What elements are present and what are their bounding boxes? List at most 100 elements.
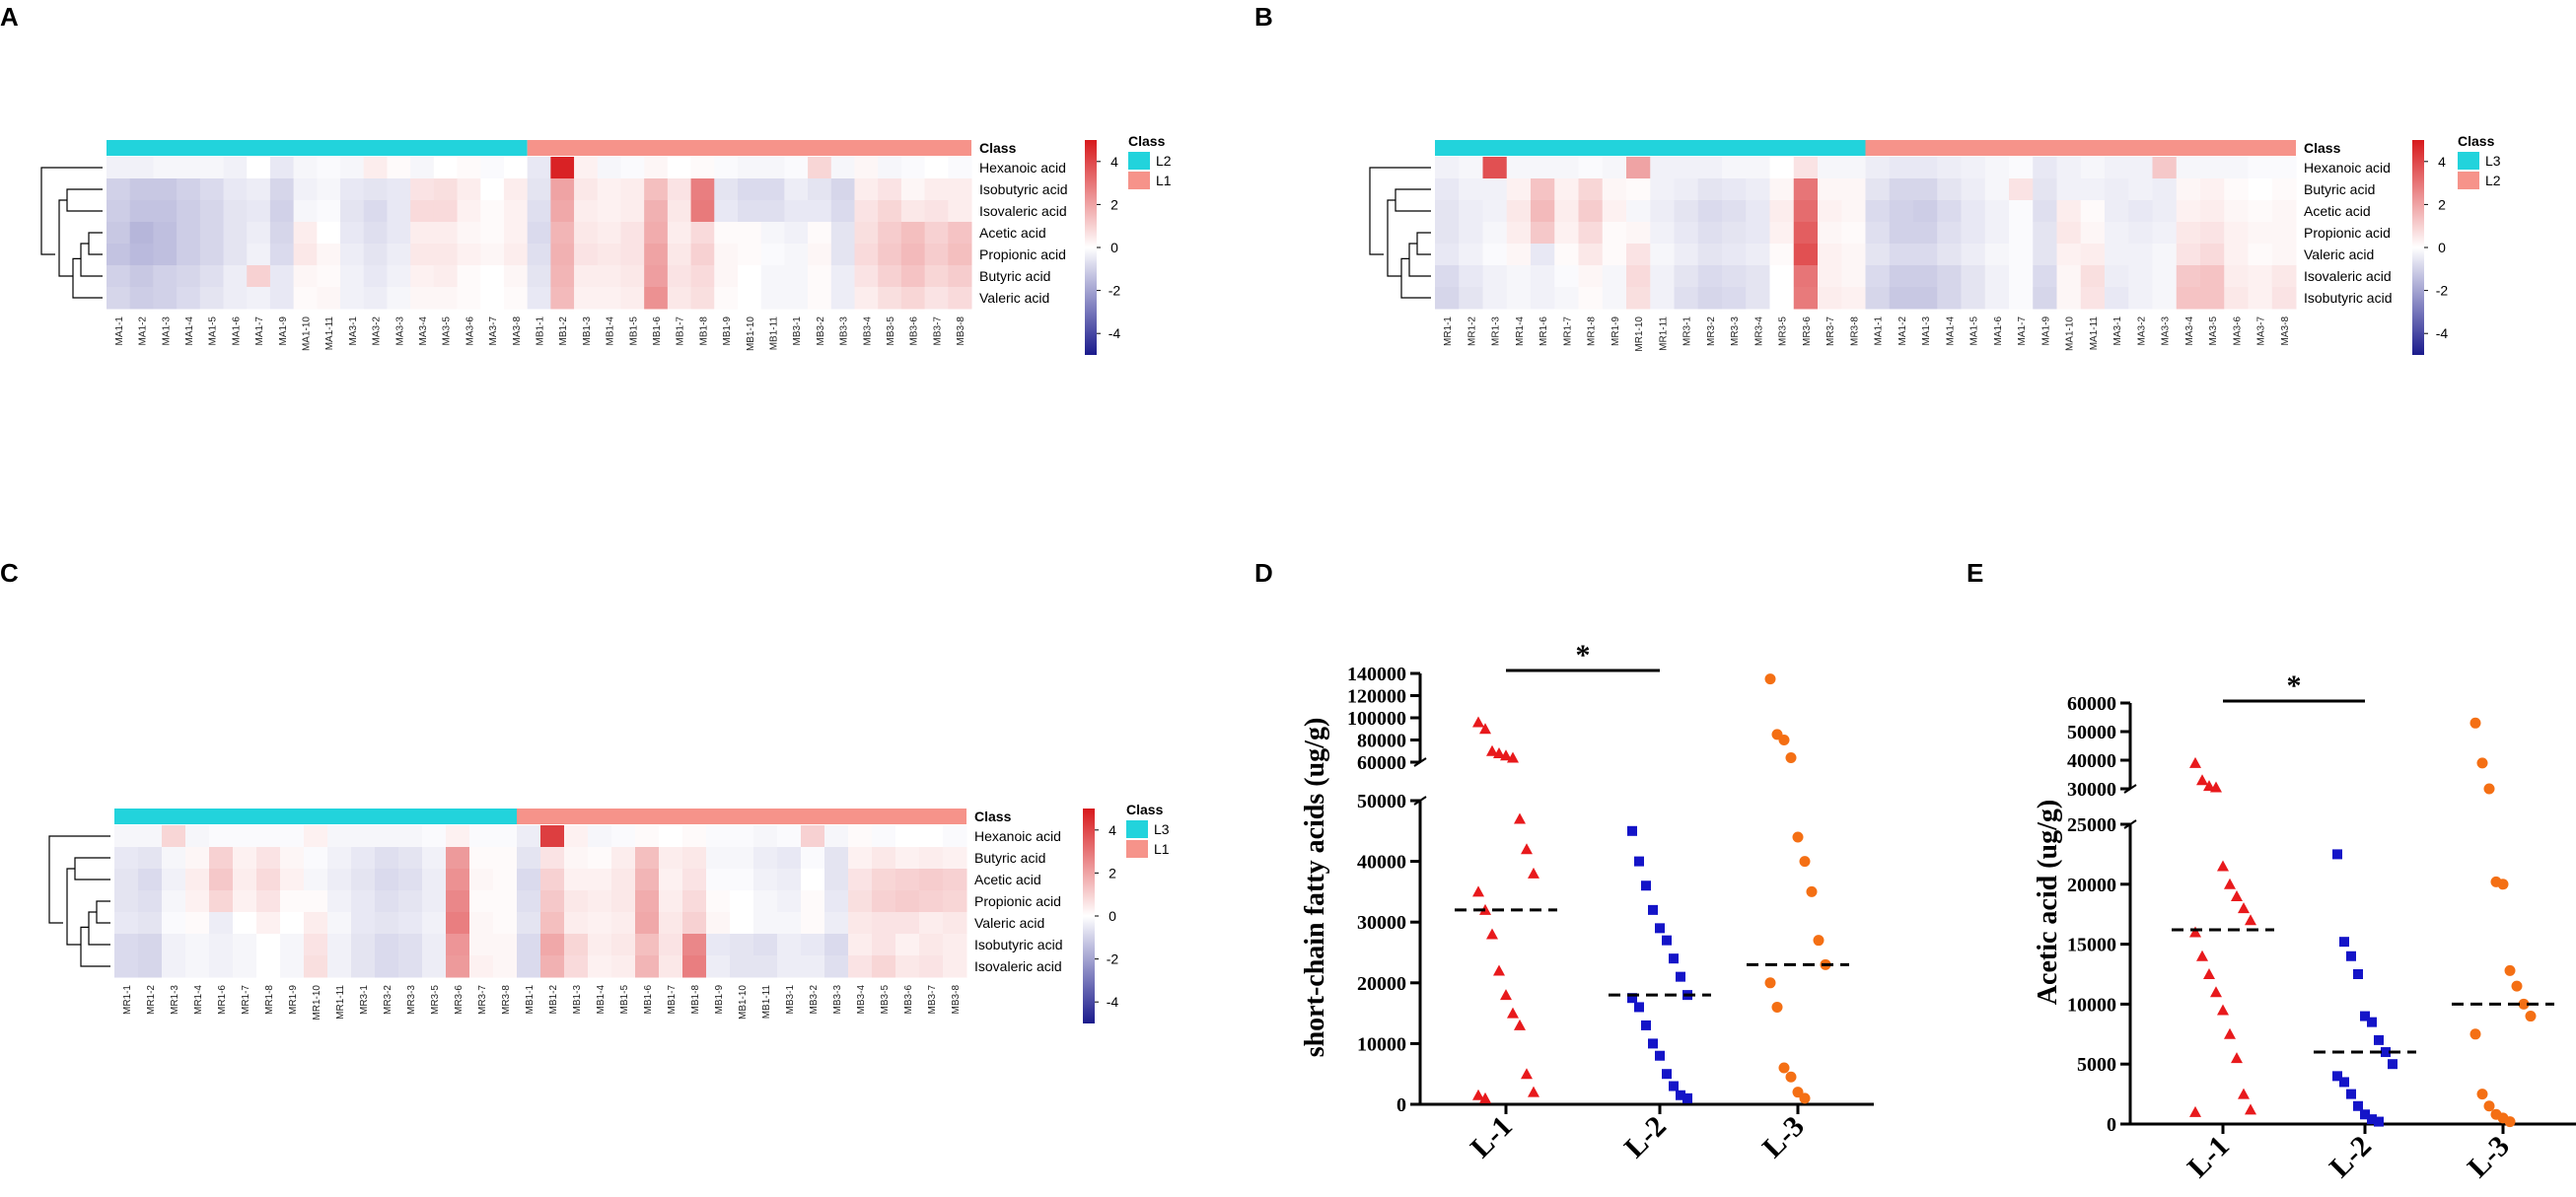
heatmap-cell [753, 890, 778, 913]
heatmap-cell [340, 200, 365, 223]
heatmap-cell [351, 890, 376, 913]
heatmap-cell [153, 157, 178, 179]
heatmap-cell [824, 934, 849, 956]
y-tick-label: 5000 [2077, 1054, 2116, 1076]
data-point-l-3 [2511, 980, 2523, 992]
heatmap-cell [948, 200, 972, 223]
heatmap-cell [872, 912, 896, 935]
colorbar-tick-label: -2 [1107, 951, 1119, 967]
data-point-l-1 [2189, 756, 2201, 768]
data-point-l-3 [1799, 856, 1811, 868]
y-tick-label: 10000 [1357, 1033, 1406, 1055]
data-point-l-1 [2231, 1052, 2243, 1064]
colorbar [1083, 809, 1095, 1023]
heatmap-cell [199, 222, 225, 245]
heatmap-cell [2248, 287, 2273, 310]
heatmap-cell [527, 157, 551, 179]
heatmap-cell [280, 934, 305, 956]
heatmap-cell [433, 222, 459, 245]
heatmap-cell [854, 200, 879, 223]
heatmap-cell [2056, 222, 2082, 245]
heatmap-cell [667, 244, 692, 266]
heatmap-cell [527, 244, 551, 266]
heatmap-cell [1722, 200, 1747, 223]
heatmap-cell [1554, 244, 1579, 266]
legend-swatch-l2 [2458, 172, 2479, 189]
heatmap-cell [153, 244, 178, 266]
heatmap-cell [363, 222, 388, 245]
heatmap-cell [2224, 265, 2249, 288]
heatmap-cell [730, 890, 754, 913]
heatmap-cell [153, 222, 178, 245]
heatmap-cell [644, 157, 669, 179]
heatmap-cell [1506, 200, 1532, 223]
heatmap-cell [924, 222, 949, 245]
heatmap-cell [153, 265, 178, 288]
heatmap-cell [107, 200, 131, 223]
heatmap-cell [620, 200, 645, 223]
heatmap-cell [1937, 200, 1962, 223]
heatmap-cell [948, 222, 972, 245]
heatmap-cell [209, 890, 234, 913]
heatmap-cell [1961, 222, 1986, 245]
column-label: MB1-10 [738, 985, 749, 1020]
data-point-l-3 [2469, 1028, 2481, 1040]
heatmap-cell [422, 869, 447, 891]
heatmap-cell [1841, 178, 1866, 201]
heatmap-cell [1554, 222, 1579, 245]
heatmap-cell [1674, 287, 1699, 310]
class-bar-l2 [107, 140, 528, 156]
column-label: MR3-2 [383, 985, 394, 1015]
heatmap-cell [2080, 200, 2106, 223]
column-label: MA3-1 [2112, 317, 2123, 346]
column-label: MB1-10 [746, 317, 756, 351]
heatmap-cell [185, 934, 210, 956]
column-label: MR3-5 [430, 985, 441, 1015]
colorbar-tick-label: 4 [1109, 822, 1116, 838]
heatmap-cell [2271, 265, 2297, 288]
heatmap-cell [457, 200, 481, 223]
heatmap-cell [644, 200, 669, 223]
heatmap-cell [830, 287, 855, 310]
heatmap-cell [1769, 200, 1795, 223]
data-point-l-3 [2497, 879, 2509, 890]
heatmap-cell [574, 200, 599, 223]
x-tick-label: L-1 [2182, 1130, 2236, 1184]
heatmap-cell [457, 244, 481, 266]
class-bar-l3 [114, 809, 517, 824]
heatmap-cell [682, 955, 707, 978]
heatmap-cell [830, 222, 855, 245]
heatmap-cell [872, 847, 896, 870]
heatmap-cell [682, 912, 707, 935]
heatmap-cell [777, 825, 802, 848]
data-point-l-2 [1669, 953, 1679, 964]
heatmap-cell [153, 200, 178, 223]
heatmap-cell [433, 157, 459, 179]
colorbar-tick-label: -4 [1109, 325, 1121, 341]
heatmap-cell [503, 265, 529, 288]
column-label: MB1-4 [606, 317, 616, 346]
row-label: Isovaleric acid [979, 203, 1067, 219]
heatmap-cell [1769, 178, 1795, 201]
heatmap-cell [446, 912, 470, 935]
heatmap-cell [209, 825, 234, 848]
heatmap-cell [895, 955, 920, 978]
dendrogram-branch [1408, 243, 1431, 277]
heatmap-cell [256, 847, 281, 870]
heatmap-cell [1818, 178, 1842, 201]
heatmap-cell [340, 265, 365, 288]
column-label: MA1-7 [2017, 317, 2028, 346]
column-label: MA1-6 [231, 317, 242, 346]
heatmap-cell [422, 955, 447, 978]
heatmap-cell [2271, 222, 2297, 245]
panel-label-e: E [1967, 558, 1983, 588]
heatmap-cell [185, 955, 210, 978]
column-label: MB1-4 [596, 985, 607, 1015]
heatmap-cell [2009, 178, 2034, 201]
heatmap-cell [233, 912, 257, 935]
heatmap-cell [480, 265, 505, 288]
y-tick-label: 80000 [1357, 731, 1406, 752]
heatmap-cell [114, 890, 139, 913]
colorbar-tick-label: 2 [2438, 196, 2446, 212]
column-label: MA1-4 [1945, 317, 1956, 346]
